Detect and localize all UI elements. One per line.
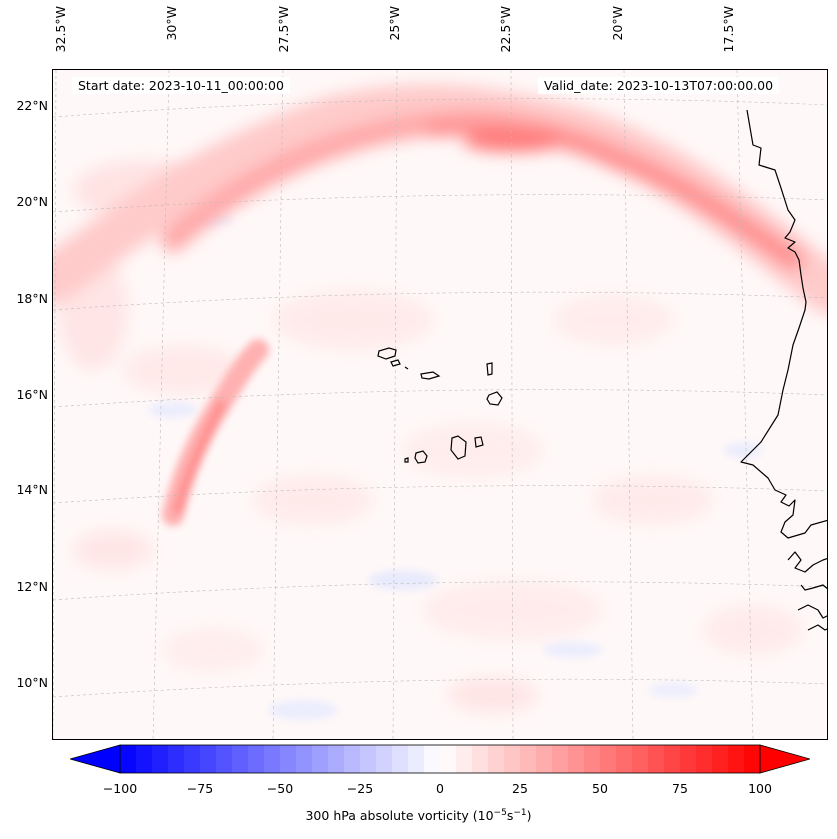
colorbar-low-extension bbox=[70, 744, 121, 774]
colorbar-cell bbox=[456, 745, 473, 773]
colorbar-cell bbox=[392, 745, 409, 773]
colorbar-high-extension bbox=[759, 744, 810, 774]
lat-label-10n: 10°N bbox=[16, 675, 48, 690]
colorbar-cell bbox=[408, 745, 425, 773]
colorbar-cell bbox=[232, 745, 249, 773]
colorbar-label-exp1: −5 bbox=[493, 808, 507, 818]
colorbar-cell bbox=[280, 745, 297, 773]
colorbar-tick-minus-50: −50 bbox=[266, 781, 294, 796]
colorbar-cell bbox=[568, 745, 585, 773]
colorbar-cell bbox=[200, 745, 217, 773]
colorbar-cell bbox=[296, 745, 313, 773]
valid-date-label: Valid_date: 2023-10-13T07:00:00.00 bbox=[538, 77, 780, 94]
vorticity-filament bbox=[162, 339, 269, 526]
colorbar-outline bbox=[119, 744, 761, 774]
colorbar-cell bbox=[120, 745, 137, 773]
jet-band bbox=[53, 84, 827, 314]
colorbar-cell bbox=[168, 745, 185, 773]
lat-label-14n: 14°N bbox=[16, 482, 48, 497]
colorbar-tick-50: 50 bbox=[592, 781, 608, 796]
colorbar-tick-75: 75 bbox=[672, 781, 688, 796]
colorbar-cell bbox=[744, 745, 761, 773]
vorticity-field bbox=[53, 70, 827, 739]
colorbar-cell bbox=[360, 745, 377, 773]
lat-label-20n: 20°N bbox=[16, 194, 48, 209]
colorbar-cell bbox=[376, 745, 393, 773]
cape-verde-islands bbox=[377, 347, 503, 464]
weak-vorticity-patches bbox=[58, 160, 803, 713]
colorbar-cell bbox=[696, 745, 713, 773]
colorbar-cell bbox=[552, 745, 569, 773]
lat-label-18n: 18°N bbox=[16, 291, 48, 306]
colorbar-cell bbox=[152, 745, 169, 773]
colorbar-cell bbox=[680, 745, 697, 773]
colorbar-cells bbox=[120, 745, 761, 773]
colorbar-cell bbox=[184, 745, 201, 773]
graticule bbox=[53, 70, 827, 739]
lon-label-27-5w: 27.5°W bbox=[276, 6, 291, 53]
colorbar-cell bbox=[472, 745, 489, 773]
colorbar-cell bbox=[488, 745, 505, 773]
start-date-label: Start date: 2023-10-11_00:00:00 bbox=[72, 77, 290, 94]
west-africa-coastline bbox=[740, 109, 827, 631]
colorbar-cell bbox=[584, 745, 601, 773]
colorbar-label-mid: s bbox=[506, 808, 514, 824]
colorbar-cell bbox=[344, 745, 361, 773]
colorbar-label-end: ) bbox=[526, 808, 532, 824]
colorbar-cell bbox=[520, 745, 537, 773]
colorbar-tick-25: 25 bbox=[512, 781, 528, 796]
colorbar-tick-minus-25: −25 bbox=[346, 781, 374, 796]
colorbar-cell bbox=[664, 745, 681, 773]
colorbar-cell bbox=[248, 745, 265, 773]
lon-label-22-5w: 22.5°W bbox=[498, 6, 513, 53]
lat-label-16n: 16°N bbox=[16, 387, 48, 402]
colorbar-label-exp2: −1 bbox=[513, 808, 527, 818]
lon-label-17-5w: 17.5°W bbox=[721, 6, 736, 53]
colorbar-cell bbox=[504, 745, 521, 773]
colorbar-label: 300 hPa absolute vorticity (10−5s−1) bbox=[0, 808, 837, 823]
colorbar-tick-0: 0 bbox=[436, 781, 444, 796]
colorbar-tick-minus-75: −75 bbox=[186, 781, 214, 796]
lat-label-22n: 22°N bbox=[16, 98, 48, 113]
lon-label-20w: 20°W bbox=[610, 6, 625, 41]
colorbar-cell bbox=[264, 745, 281, 773]
colorbar-label-main: 300 hPa absolute vorticity (10 bbox=[305, 808, 494, 824]
colorbar-cell bbox=[648, 745, 665, 773]
lon-label-30w: 30°W bbox=[164, 6, 179, 41]
colorbar-cell bbox=[136, 745, 153, 773]
colorbar-cell bbox=[632, 745, 649, 773]
lat-label-12n: 12°N bbox=[16, 579, 48, 594]
colorbar-cell bbox=[424, 745, 441, 773]
colorbar-cell bbox=[312, 745, 329, 773]
colorbar-cell bbox=[712, 745, 729, 773]
map-panel bbox=[52, 69, 828, 740]
colorbar-cell bbox=[536, 745, 553, 773]
colorbar-cell bbox=[616, 745, 633, 773]
colorbar-cell bbox=[600, 745, 617, 773]
lon-label-32-5w: 32.5°W bbox=[53, 6, 68, 53]
colorbar-cell bbox=[440, 745, 457, 773]
lon-label-25w: 25°W bbox=[387, 6, 402, 41]
colorbar-cell bbox=[328, 745, 345, 773]
colorbar-tick-100: 100 bbox=[748, 781, 772, 796]
colorbar-cell bbox=[728, 745, 745, 773]
colorbar-tick-minus-100: −100 bbox=[102, 781, 138, 796]
colorbar-cell bbox=[216, 745, 233, 773]
colorbar bbox=[70, 744, 810, 774]
